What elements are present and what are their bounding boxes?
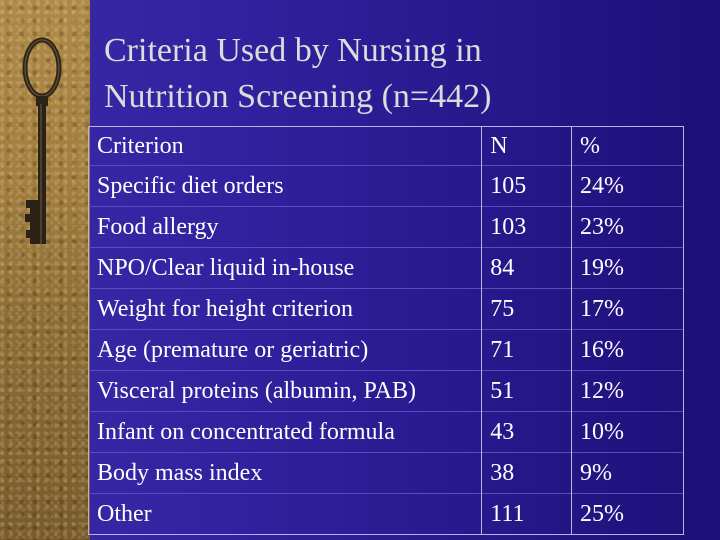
table-row: Infant on concentrated formula 43 10%	[87, 411, 685, 453]
percent-cell: 17%	[570, 288, 685, 330]
criterion-cell: Weight for height criterion	[87, 288, 483, 330]
criterion-cell: NPO/Clear liquid in-house	[87, 247, 483, 289]
n-cell: 75	[481, 288, 572, 330]
percent-cell: 24%	[570, 165, 685, 207]
header-criterion: Criterion	[87, 126, 483, 166]
slide-title-line-1: Criteria Used by Nursing in	[104, 32, 482, 69]
n-cell: 111	[481, 493, 572, 535]
table-row: Weight for height criterion 75 17%	[87, 288, 685, 330]
table-header-row: Criterion N %	[87, 126, 685, 166]
criterion-cell: Age (premature or geriatric)	[87, 329, 483, 371]
percent-cell: 25%	[570, 493, 685, 535]
n-cell: 71	[481, 329, 572, 371]
n-cell: 84	[481, 247, 572, 289]
table-row: NPO/Clear liquid in-house 84 19%	[87, 247, 685, 289]
n-cell: 103	[481, 206, 572, 248]
percent-cell: 9%	[570, 452, 685, 494]
n-cell: 38	[481, 452, 572, 494]
antique-key-icon	[22, 37, 62, 244]
table-row: Other 111 25%	[87, 493, 685, 535]
table-row: Body mass index 38 9%	[87, 452, 685, 494]
percent-cell: 23%	[570, 206, 685, 248]
slide-title: Criteria Used by Nursing in Nutrition Sc…	[104, 28, 704, 120]
criteria-table: Criterion N % Specific diet orders 105 2…	[87, 126, 685, 535]
criterion-cell: Visceral proteins (albumin, PAB)	[87, 370, 483, 412]
slide-title-line-2: Nutrition Screening (n=442)	[104, 78, 492, 115]
criterion-cell: Infant on concentrated formula	[87, 411, 483, 453]
side-photo-panel	[0, 0, 90, 540]
criterion-cell: Specific diet orders	[87, 165, 483, 207]
table-row: Specific diet orders 105 24%	[87, 165, 685, 207]
n-cell: 51	[481, 370, 572, 412]
header-percent: %	[570, 126, 685, 166]
table-row: Visceral proteins (albumin, PAB) 51 12%	[87, 370, 685, 412]
n-cell: 43	[481, 411, 572, 453]
table-row: Food allergy 103 23%	[87, 206, 685, 248]
header-n: N	[481, 126, 572, 166]
criterion-cell: Other	[87, 493, 483, 535]
percent-cell: 19%	[570, 247, 685, 289]
percent-cell: 12%	[570, 370, 685, 412]
n-cell: 105	[481, 165, 572, 207]
table-row: Age (premature or geriatric) 71 16%	[87, 329, 685, 371]
criterion-cell: Food allergy	[87, 206, 483, 248]
percent-cell: 10%	[570, 411, 685, 453]
percent-cell: 16%	[570, 329, 685, 371]
criterion-cell: Body mass index	[87, 452, 483, 494]
